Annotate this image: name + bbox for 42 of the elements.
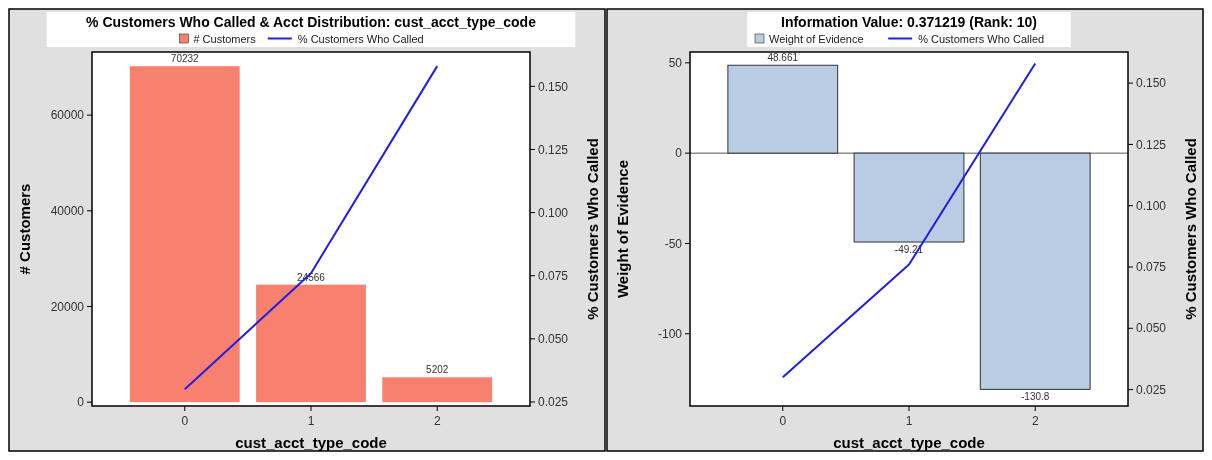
- y-tick-label: 0: [675, 146, 683, 161]
- y-tick-label: -100: [657, 326, 683, 341]
- x-tick-label: 1: [307, 414, 315, 428]
- chart-title: Information Value: 0.371219 (Rank: 10): [781, 14, 1037, 30]
- x-tick-label: 0: [181, 414, 189, 428]
- chart-title: % Customers Who Called & Acct Distribution: cust_acct_type_code: [86, 14, 537, 30]
- y2-tick-label: 0.150: [1136, 76, 1167, 91]
- data-label: 70232: [170, 53, 200, 65]
- legend-label: % Customers Who Called: [297, 33, 424, 45]
- y-tick-label: 0: [77, 395, 85, 410]
- data-label: -130.8: [1021, 391, 1050, 403]
- x-tick-label: 0: [779, 414, 787, 428]
- x-tick-label: 2: [1031, 414, 1039, 428]
- y2-axis-title: % Customers Who Called: [1182, 138, 1199, 320]
- y2-tick-label: 0.100: [1136, 198, 1167, 213]
- y2-tick-label: 0.050: [538, 332, 569, 347]
- y-tick-label: -50: [664, 236, 683, 251]
- y2-tick-label: 0.075: [538, 268, 569, 283]
- data-label: 48.661: [767, 52, 799, 64]
- legend-label: Weight of Evidence: [769, 33, 864, 45]
- y2-tick-label: 0.075: [1136, 260, 1167, 275]
- y2-tick-label: 0.025: [538, 395, 569, 410]
- legend-label: % Customers Who Called: [918, 33, 1045, 45]
- y-tick-label: 50: [668, 56, 683, 71]
- data-label: 5202: [426, 364, 449, 376]
- y2-tick-label: 0.050: [1136, 321, 1167, 336]
- y2-tick-label: 0.125: [538, 142, 569, 157]
- y-tick-label: 60000: [50, 108, 85, 123]
- x-tick-label: 1: [905, 414, 913, 428]
- x-tick-label: 2: [433, 414, 441, 428]
- y2-tick-label: 0.125: [1136, 137, 1167, 152]
- y-axis-title: Weight of Evidence: [614, 159, 631, 299]
- y2-tick-label: 0.150: [538, 79, 569, 94]
- y-tick-label: 20000: [50, 299, 85, 314]
- x-axis-title: cust_acct_type_code: [235, 434, 387, 451]
- y2-tick-label: 0.025: [1136, 382, 1167, 397]
- y-axis-title: # Customers: [16, 183, 33, 275]
- y2-axis-title: % Customers Who Called: [584, 138, 601, 320]
- legend-label: # Customers: [193, 33, 257, 45]
- y-tick-label: 40000: [50, 204, 85, 219]
- y2-tick-label: 0.100: [538, 205, 569, 220]
- x-axis-title: cust_acct_type_code: [833, 434, 985, 451]
